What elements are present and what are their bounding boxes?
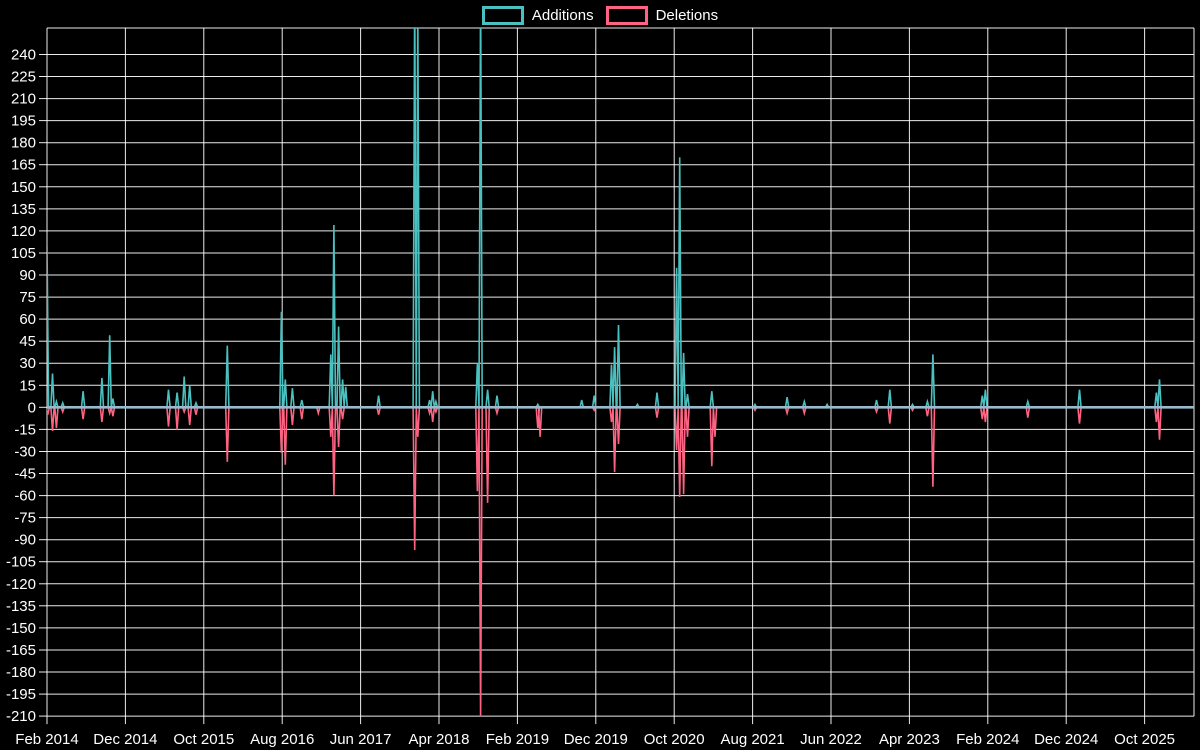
svg-text:-30: -30	[14, 444, 36, 461]
chart-legend: Additions Deletions	[0, 6, 1200, 25]
svg-text:Oct 2015: Oct 2015	[173, 731, 234, 748]
svg-text:Dec 2019: Dec 2019	[564, 731, 628, 748]
svg-text:-75: -75	[14, 510, 36, 527]
svg-text:210: 210	[11, 91, 36, 108]
legend-label-deletions: Deletions	[655, 6, 719, 24]
svg-text:-15: -15	[14, 421, 36, 438]
svg-text:75: 75	[19, 289, 36, 306]
svg-text:135: 135	[11, 201, 36, 218]
svg-text:Jun 2022: Jun 2022	[800, 731, 862, 748]
svg-text:30: 30	[19, 355, 36, 372]
svg-text:Dec 2014: Dec 2014	[93, 731, 157, 748]
svg-text:-105: -105	[6, 554, 36, 571]
svg-text:-120: -120	[6, 576, 36, 593]
svg-text:225: 225	[11, 69, 36, 86]
svg-text:240: 240	[11, 47, 36, 64]
svg-text:-90: -90	[14, 532, 36, 549]
legend-item-deletions[interactable]: Deletions	[605, 6, 719, 25]
deletions-swatch-icon	[605, 6, 648, 25]
svg-text:45: 45	[19, 333, 36, 350]
svg-text:15: 15	[19, 377, 36, 394]
svg-text:-195: -195	[6, 686, 36, 703]
svg-text:Oct 2020: Oct 2020	[644, 731, 705, 748]
svg-text:-165: -165	[6, 642, 36, 659]
svg-text:120: 120	[11, 223, 36, 240]
svg-text:195: 195	[11, 113, 36, 130]
svg-text:90: 90	[19, 267, 36, 284]
svg-text:0: 0	[28, 399, 36, 416]
svg-text:165: 165	[11, 157, 36, 174]
svg-text:180: 180	[11, 135, 36, 152]
svg-text:Feb 2019: Feb 2019	[486, 731, 549, 748]
svg-text:-150: -150	[6, 620, 36, 637]
svg-text:Oct 2025: Oct 2025	[1114, 731, 1175, 748]
svg-text:150: 150	[11, 179, 36, 196]
svg-text:Dec 2024: Dec 2024	[1034, 731, 1098, 748]
svg-text:Apr 2018: Apr 2018	[409, 731, 470, 748]
svg-text:-210: -210	[6, 708, 36, 725]
svg-text:Aug 2021: Aug 2021	[720, 731, 784, 748]
svg-text:-45: -45	[14, 466, 36, 483]
svg-text:60: 60	[19, 311, 36, 328]
legend-item-additions[interactable]: Additions	[481, 6, 594, 25]
svg-text:105: 105	[11, 245, 36, 262]
svg-text:Aug 2016: Aug 2016	[250, 731, 314, 748]
svg-text:Jun 2017: Jun 2017	[330, 731, 392, 748]
svg-text:Feb 2024: Feb 2024	[956, 731, 1019, 748]
svg-text:-180: -180	[6, 664, 36, 681]
svg-text:Apr 2023: Apr 2023	[879, 731, 940, 748]
additions-swatch-icon	[481, 6, 524, 25]
svg-text:-60: -60	[14, 488, 36, 505]
legend-label-additions: Additions	[531, 6, 594, 24]
svg-text:-135: -135	[6, 598, 36, 615]
svg-text:Feb 2014: Feb 2014	[15, 731, 78, 748]
